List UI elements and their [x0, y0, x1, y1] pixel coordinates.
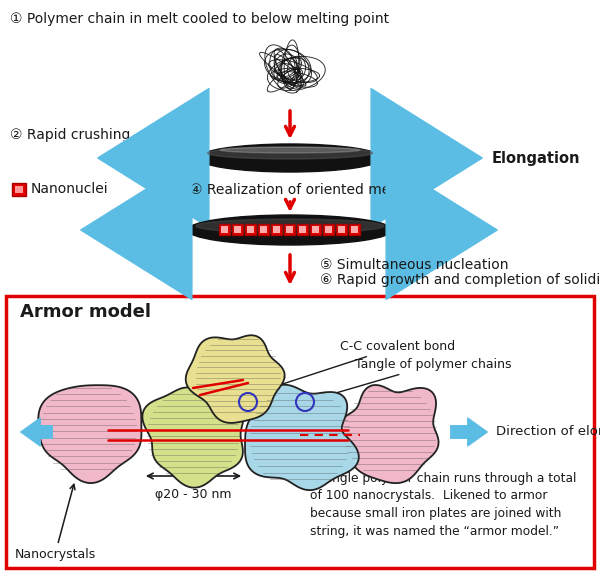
Bar [286, 226, 293, 233]
FancyBboxPatch shape [6, 296, 594, 568]
Polygon shape [336, 385, 439, 483]
Polygon shape [142, 387, 244, 488]
Bar [310, 224, 321, 235]
Bar [349, 224, 360, 235]
Text: ⑥ Rapid growth and completion of solidification: ⑥ Rapid growth and completion of solidif… [320, 273, 600, 287]
Text: ⑤ Simultaneous nucleation: ⑤ Simultaneous nucleation [320, 258, 509, 272]
Bar [271, 224, 282, 235]
Bar [312, 226, 319, 233]
FancyArrowPatch shape [451, 418, 487, 446]
Bar [284, 224, 295, 235]
Text: C-C covalent bond: C-C covalent bond [256, 340, 455, 394]
Bar [325, 226, 332, 233]
Text: φ20 - 30 nm: φ20 - 30 nm [155, 488, 231, 501]
Bar [323, 224, 334, 235]
Ellipse shape [197, 144, 383, 172]
Polygon shape [38, 385, 142, 483]
Bar [245, 224, 256, 235]
Bar [219, 224, 230, 235]
Text: ① Polymer chain in melt cooled to below melting point: ① Polymer chain in melt cooled to below … [10, 12, 389, 26]
Bar [15, 186, 23, 193]
Text: A single polymer chain runs through a total
of 100 nanocrystals.  Likened to arm: A single polymer chain runs through a to… [310, 472, 577, 537]
Text: Tangle of polymer chains: Tangle of polymer chains [316, 358, 511, 400]
Bar [247, 226, 254, 233]
Polygon shape [186, 335, 284, 423]
Ellipse shape [220, 147, 360, 153]
FancyArrowPatch shape [21, 418, 52, 446]
Bar [336, 224, 347, 235]
Ellipse shape [187, 215, 392, 245]
Bar [221, 226, 228, 233]
Ellipse shape [208, 147, 373, 159]
Ellipse shape [196, 219, 384, 233]
Text: Nanocrystals: Nanocrystals [14, 484, 95, 561]
Bar [299, 226, 306, 233]
Bar [260, 226, 267, 233]
Bar [234, 226, 241, 233]
Text: Elongation: Elongation [492, 151, 581, 166]
Bar [273, 226, 280, 233]
Text: Nanonuclei: Nanonuclei [31, 182, 109, 196]
Bar [338, 226, 345, 233]
Text: Armor model: Armor model [20, 303, 151, 321]
Bar [297, 224, 308, 235]
Text: ② Rapid crushing: ② Rapid crushing [10, 128, 130, 142]
Bar [12, 183, 26, 196]
Bar [232, 224, 243, 235]
Text: ④ Realization of oriented melt: ④ Realization of oriented melt [190, 183, 400, 197]
Bar [258, 224, 269, 235]
Polygon shape [245, 384, 359, 490]
Text: Direction of elongation: Direction of elongation [496, 426, 600, 438]
Bar [351, 226, 358, 233]
